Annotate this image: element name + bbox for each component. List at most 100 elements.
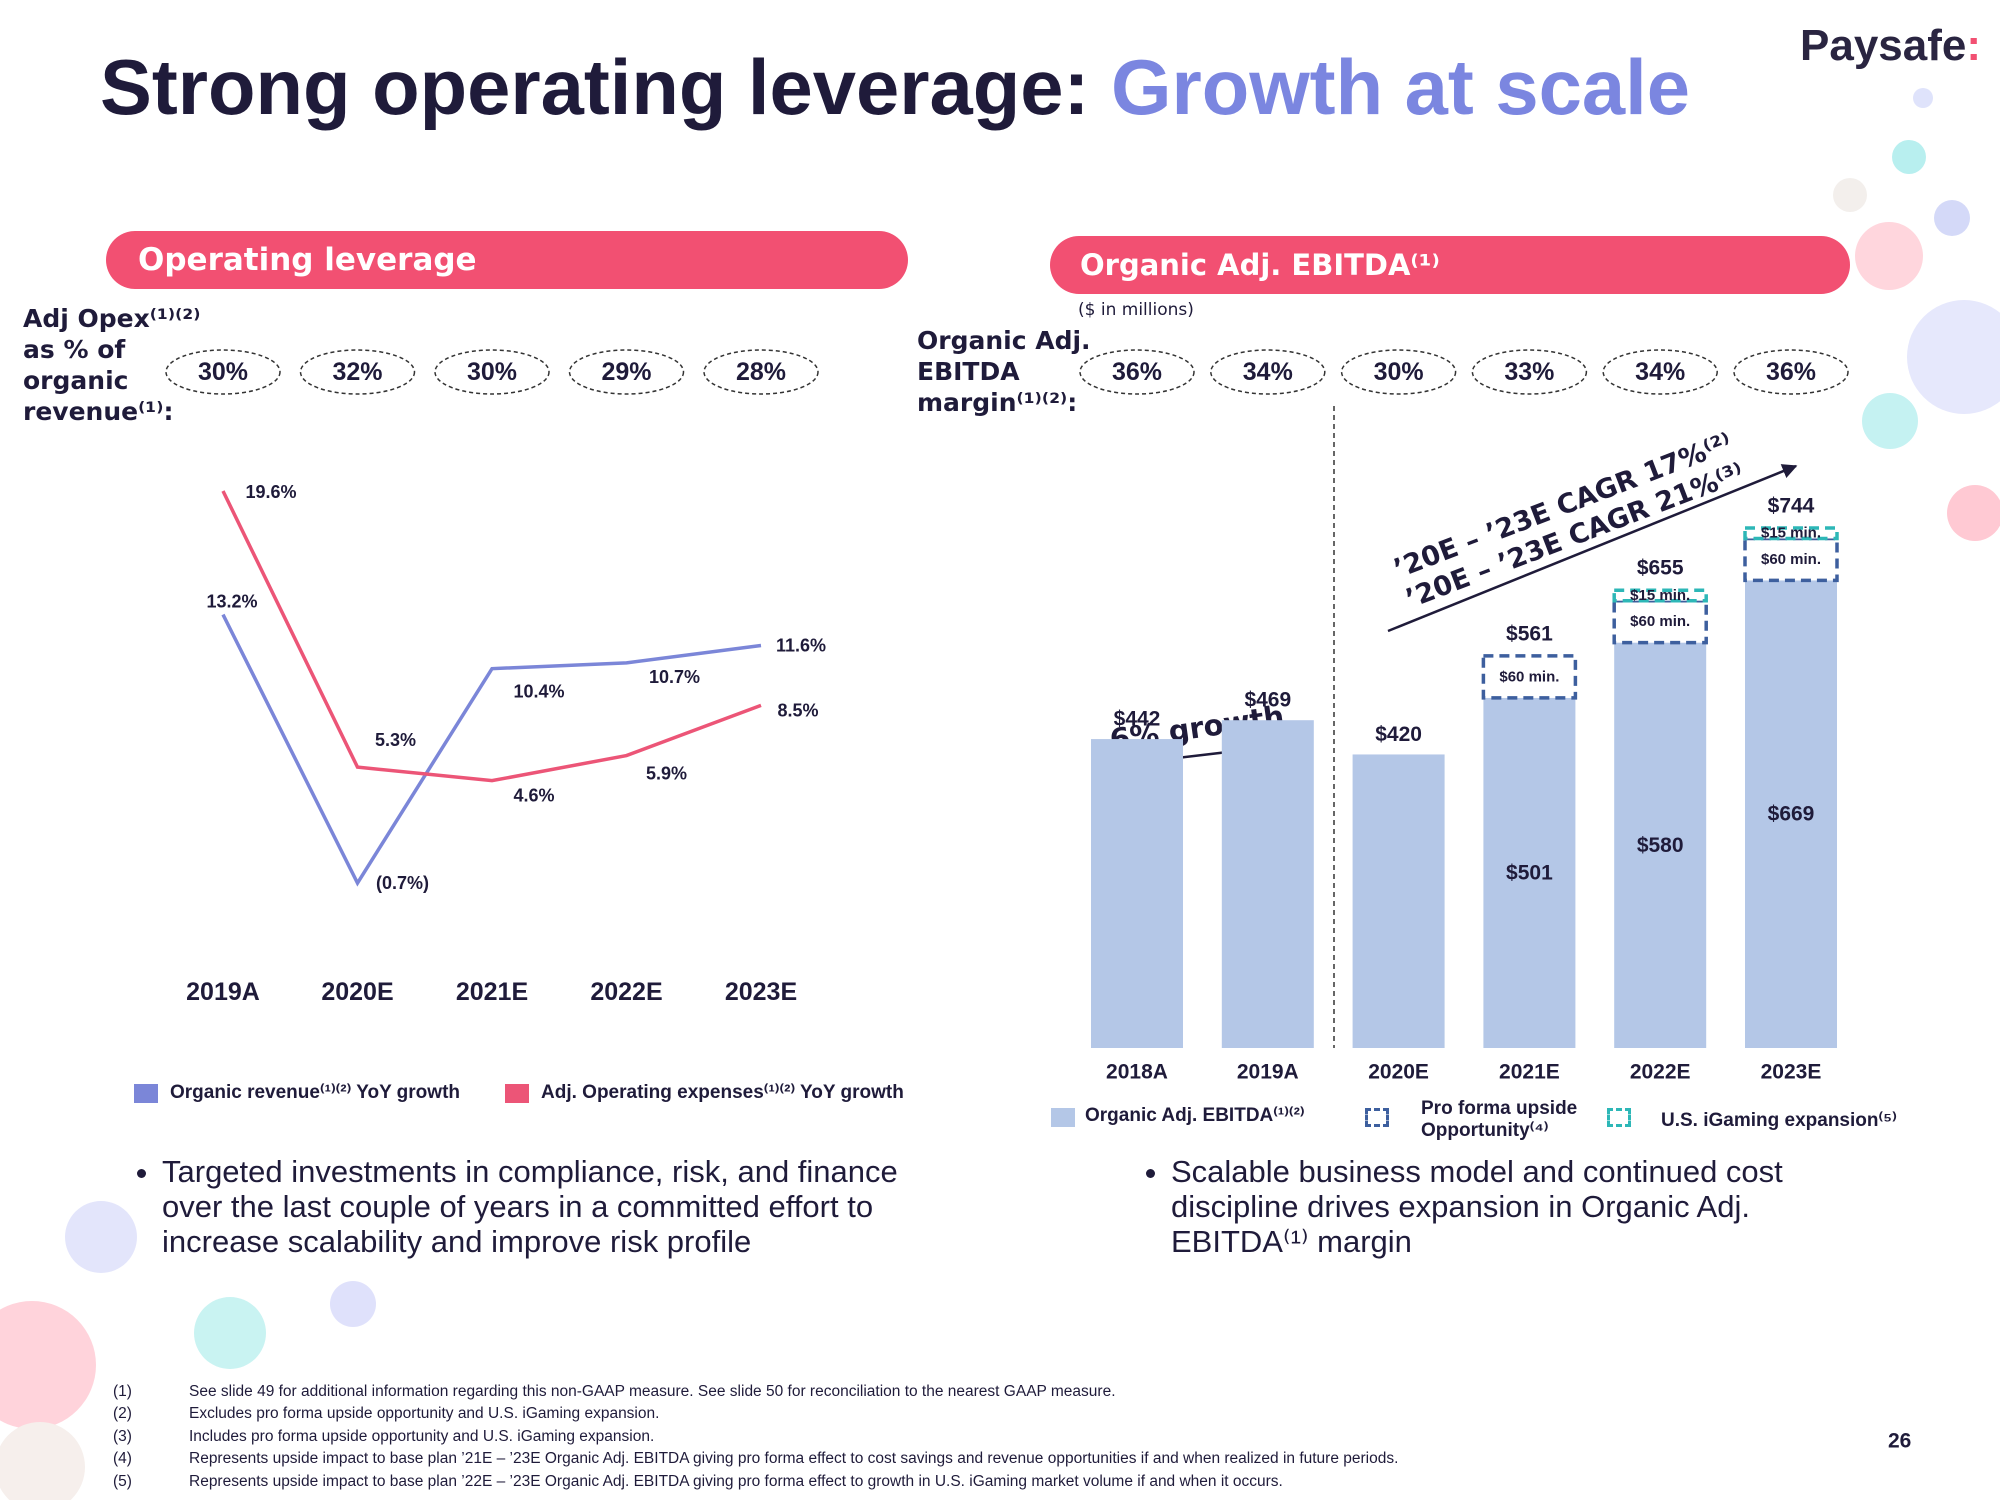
margin-oval	[1340, 349, 1457, 395]
bar-segment	[1481, 654, 1578, 700]
margin-label-value: 34%	[1635, 358, 1685, 386]
legend-label: Organic Adj. EBITDA⁽¹⁾⁽²⁾	[1085, 1105, 1305, 1126]
margin-label: Adj Opex⁽¹⁾⁽²⁾ as % of organic revenue⁽¹…	[23, 304, 201, 426]
legend-label: Pro forma upside Opportunity⁽⁴⁾	[1421, 1098, 1578, 1141]
data-label: 4.6%	[513, 786, 554, 806]
data-label: $669	[1768, 803, 1815, 826]
margin-label-value: 36%	[1112, 358, 1162, 386]
bar-segment	[1612, 588, 1708, 603]
bar	[1221, 720, 1314, 1048]
margin-label-value: 28%	[736, 358, 786, 386]
margin-oval	[165, 349, 281, 395]
footnote-marker: (1)	[113, 1383, 132, 1400]
series-line	[221, 613, 762, 887]
data-label: 8.5%	[777, 700, 818, 720]
slide-title: Strong operating leverage: Growth at sca…	[100, 43, 1690, 131]
x-tick-label: 2021E	[456, 978, 528, 1006]
bullet-list: Scalable business model and continued co…	[1135, 1154, 1841, 1259]
footnote-marker: (3)	[113, 1427, 132, 1445]
footnote-text: Represents upside impact to base plan ’2…	[189, 1472, 1283, 1490]
series-line	[221, 490, 762, 783]
margin-label-value: 30%	[467, 358, 517, 386]
data-label: 5.9%	[646, 764, 687, 784]
legend-swatch	[1365, 1108, 1389, 1127]
page-number: 26	[1888, 1430, 1911, 1453]
section-title: Organic Adj. EBITDA⁽¹⁾	[1080, 248, 1440, 282]
data-label: $60 min.	[1630, 613, 1690, 630]
bar	[1091, 739, 1183, 1048]
logo-text: Paysafe	[1800, 21, 1966, 70]
section-title: Operating leverage	[138, 242, 477, 278]
margin-label-value: 33%	[1504, 358, 1554, 386]
margin-label-value: 34%	[1243, 358, 1293, 386]
x-tick-label: 2022E	[1630, 1061, 1691, 1084]
total-label: $655	[1637, 557, 1684, 580]
margin-oval	[299, 349, 416, 395]
margin-oval	[703, 349, 819, 395]
logo-mark: :	[1966, 21, 1981, 70]
x-tick-label: 2019A	[186, 978, 260, 1006]
bullet: Scalable business model and continued co…	[1171, 1154, 1841, 1259]
total-label: $744	[1768, 495, 1815, 518]
data-label: $469	[1244, 689, 1291, 712]
data-label: $580	[1637, 834, 1684, 857]
margin-oval	[1602, 349, 1718, 395]
chart-subtitle: ($ in millions)	[1078, 300, 1194, 320]
bar	[1614, 642, 1707, 1048]
margin-oval	[434, 349, 550, 395]
bar-segment	[1743, 536, 1839, 583]
x-tick-label: 2023E	[1761, 1061, 1822, 1084]
x-tick-label: 2021E	[1499, 1061, 1560, 1084]
legend-swatch	[1051, 1108, 1075, 1127]
margin-label-value: 29%	[601, 358, 651, 386]
margin-oval	[1210, 349, 1326, 395]
footnote-marker: (2)	[113, 1405, 132, 1423]
footnote-text: Represents upside impact to base plan ’2…	[189, 1450, 1399, 1468]
data-label: $420	[1375, 723, 1422, 746]
logo: Paysafe:	[1800, 21, 1981, 70]
data-label: (0.7%)	[376, 873, 429, 893]
x-tick-label: 2020E	[1368, 1061, 1429, 1084]
margin-oval	[1471, 349, 1588, 395]
margin-label-value: 32%	[332, 358, 382, 386]
margin-oval	[1079, 349, 1195, 395]
footnote-text: Includes pro forma upside opportunity an…	[189, 1427, 655, 1445]
data-label: $442	[1114, 708, 1161, 731]
legend-label: Organic revenue⁽¹⁾⁽²⁾ YoY growth	[170, 1082, 461, 1103]
data-label: 11.6%	[776, 635, 826, 655]
title-main: Strong operating leverage:	[100, 43, 1111, 131]
margin-oval	[1733, 349, 1849, 395]
data-label: $60 min.	[1499, 668, 1559, 685]
x-tick-label: 2020E	[321, 978, 393, 1006]
data-label: $15 min.	[1630, 587, 1690, 604]
margin-label-value: 36%	[1766, 358, 1816, 386]
total-label: $561	[1506, 622, 1553, 645]
x-tick-label: 2023E	[725, 978, 797, 1006]
x-tick-label: 2019A	[1237, 1061, 1299, 1084]
bullet: Targeted investments in compliance, risk…	[162, 1154, 902, 1259]
decoration	[0, 88, 2000, 1500]
bar-segment	[1612, 598, 1708, 645]
footnote-text: Excludes pro forma upside opportunity an…	[189, 1405, 660, 1423]
legend-swatch	[134, 1084, 158, 1103]
legend-label: Adj. Operating expenses⁽¹⁾⁽²⁾ YoY growth	[541, 1082, 904, 1103]
footnote-marker: (4)	[113, 1450, 132, 1468]
section-pill	[1050, 236, 1850, 294]
legend-label: U.S. iGaming expansion⁽⁵⁾	[1661, 1110, 1897, 1131]
data-label: 19.6%	[245, 482, 296, 502]
data-label: 10.7%	[649, 667, 700, 687]
legend-swatch	[505, 1084, 529, 1103]
x-tick-label: 2018A	[1106, 1061, 1168, 1084]
bar	[1745, 580, 1837, 1048]
margin-oval	[568, 349, 685, 395]
data-label: $15 min.	[1761, 525, 1821, 542]
bar	[1483, 697, 1576, 1048]
data-label: 5.3%	[375, 730, 416, 750]
margin-label-value: 30%	[1374, 358, 1424, 386]
bar-segment	[1743, 526, 1839, 541]
data-label: $501	[1506, 861, 1553, 884]
bullet-list: Targeted investments in compliance, risk…	[126, 1154, 902, 1259]
data-label: $60 min.	[1761, 551, 1821, 568]
